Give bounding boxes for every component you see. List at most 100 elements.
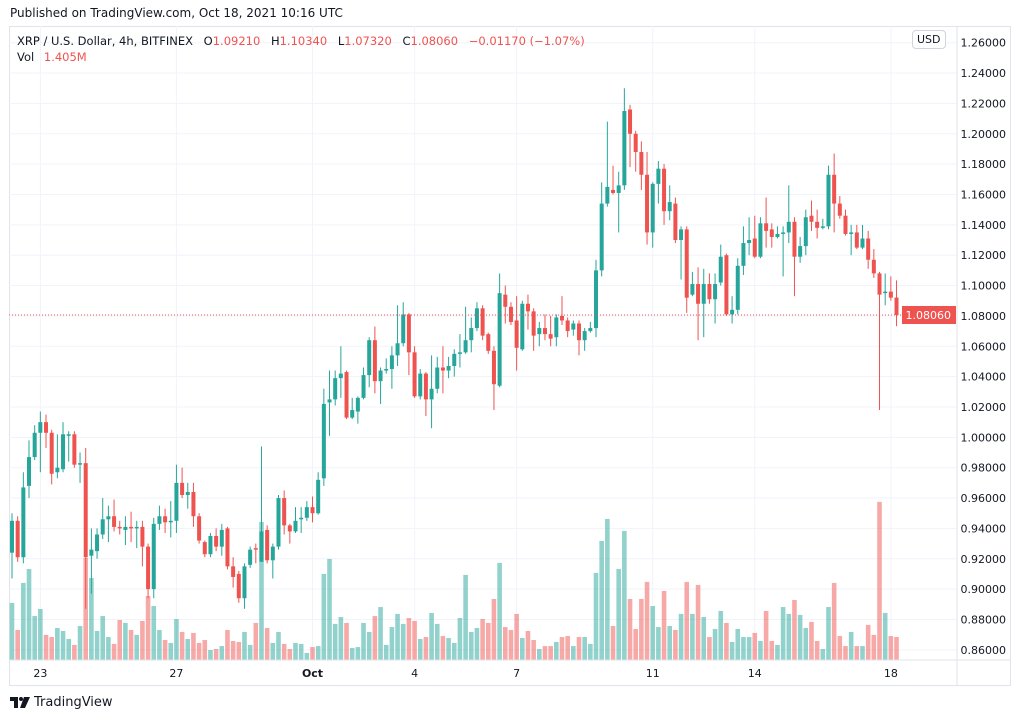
volume-bar xyxy=(106,637,111,660)
volume-bar xyxy=(247,644,253,660)
candle-body xyxy=(197,516,202,541)
volume-bar xyxy=(571,646,576,660)
volume-bar xyxy=(854,646,860,660)
price-tick-label: 0.98000 xyxy=(961,462,1007,475)
volume-bar xyxy=(157,629,162,660)
high-label: H xyxy=(270,34,280,48)
volume-bar xyxy=(276,631,281,660)
volume-bar xyxy=(298,643,304,660)
volume-bar xyxy=(831,582,837,660)
volume-bar xyxy=(202,639,208,660)
candle-body xyxy=(174,482,179,521)
volume-bar xyxy=(111,643,117,660)
candle-body xyxy=(520,303,525,350)
candle-body xyxy=(27,457,32,486)
volume-bar xyxy=(236,641,242,660)
volume-bar xyxy=(463,574,468,660)
volume-bar xyxy=(196,642,202,660)
candle-body xyxy=(809,215,814,222)
close-value: 1.08060 xyxy=(410,34,459,48)
low-value: 1.07320 xyxy=(344,34,392,48)
candle-body xyxy=(491,350,496,385)
volume-bar xyxy=(661,590,667,660)
currency-badge[interactable]: USD xyxy=(912,30,946,49)
candle-body xyxy=(735,265,740,310)
volume-bar xyxy=(786,613,792,660)
candle-body xyxy=(270,546,275,561)
volume-bar xyxy=(741,637,746,660)
price-tick-label: 0.92000 xyxy=(961,553,1007,566)
candle-body xyxy=(724,255,729,315)
candle-body xyxy=(157,516,162,524)
candle-body xyxy=(888,291,893,298)
volume-bar xyxy=(752,632,758,660)
volume-bar xyxy=(162,639,168,660)
volume-bar xyxy=(565,636,570,660)
candle-body xyxy=(191,491,196,517)
candle-body xyxy=(656,168,661,184)
candle-body xyxy=(401,314,406,344)
candle-body xyxy=(843,215,848,234)
volume-bar xyxy=(66,639,71,660)
candle-body xyxy=(253,548,258,550)
candle-body xyxy=(185,491,190,496)
candle-body xyxy=(633,133,638,152)
high-value: 1.10340 xyxy=(279,34,328,48)
tradingview-logo[interactable]: TradingView xyxy=(10,695,113,710)
candle-body xyxy=(372,340,377,382)
symbol-title[interactable]: XRP / U.S. Dollar, 4h, BITFINEX xyxy=(17,34,194,48)
volume-bar xyxy=(650,606,656,660)
volume-bar xyxy=(429,612,434,660)
candle-body xyxy=(406,314,411,353)
candle-body xyxy=(871,259,876,274)
candle-body xyxy=(673,203,678,241)
volume-bar xyxy=(837,636,843,660)
candle-body xyxy=(849,232,854,234)
candle-body xyxy=(435,367,440,389)
volume-bar xyxy=(468,631,474,660)
candle-body xyxy=(123,526,128,530)
candle-body xyxy=(287,525,292,532)
volume-bar xyxy=(60,630,66,660)
candle-body xyxy=(503,294,508,307)
candle-body xyxy=(231,566,236,577)
volume-bar xyxy=(616,568,621,660)
volume-bar xyxy=(213,649,219,660)
volume-bar xyxy=(865,624,871,660)
volume-bar xyxy=(446,638,451,660)
volume-bar xyxy=(763,610,769,660)
candle-body xyxy=(83,463,88,558)
candle-body xyxy=(367,340,372,376)
volume-bar xyxy=(525,630,531,660)
candle-body xyxy=(66,434,71,436)
candle-body xyxy=(423,373,428,400)
candle-body xyxy=(10,520,14,553)
price-tick-label: 0.88000 xyxy=(961,613,1007,626)
volume-bar xyxy=(366,631,372,660)
candle-body xyxy=(798,246,803,257)
candle-body xyxy=(752,238,757,257)
volume-bar xyxy=(843,646,848,660)
volume-bar xyxy=(667,626,673,660)
volume-bar xyxy=(820,649,826,660)
candle-body xyxy=(163,516,168,523)
candle-body xyxy=(514,320,519,348)
volume-bar xyxy=(627,598,633,660)
candle-body xyxy=(117,526,122,529)
volume-label[interactable]: Vol xyxy=(17,50,35,64)
candle-body xyxy=(803,217,808,247)
candle-body xyxy=(571,323,576,330)
price-tick-label: 1.26000 xyxy=(961,37,1007,50)
candle-body xyxy=(747,240,752,244)
volume-bar xyxy=(729,641,735,660)
volume-bar xyxy=(49,637,54,660)
volume-bar xyxy=(395,613,400,660)
candle-body xyxy=(389,355,394,370)
volume-bar xyxy=(304,652,310,660)
candle-body xyxy=(95,534,100,552)
volume-bar xyxy=(758,640,763,660)
volume-bar xyxy=(9,602,15,660)
volume-bar xyxy=(100,616,106,660)
volume-bar xyxy=(888,636,894,660)
